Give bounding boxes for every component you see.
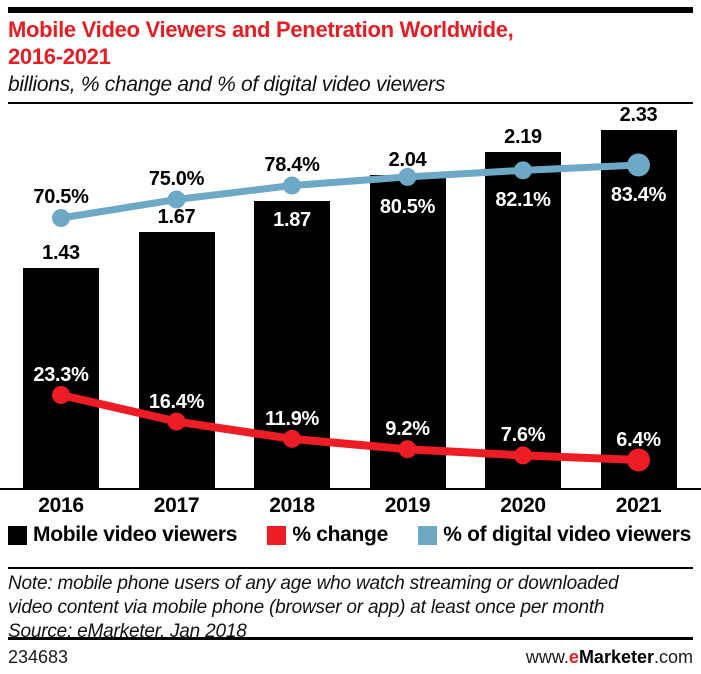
bar-value-2019: 2.04	[388, 148, 427, 171]
x-tick-2019: 2019	[384, 494, 431, 517]
pct-change-label-2016: 23.3%	[33, 364, 89, 386]
chart-title-line2: 2016-2021	[8, 44, 111, 69]
line-series-overlay	[52, 153, 650, 472]
penetration-label-2019: 80.5%	[379, 195, 436, 218]
footnote-line2: video content via mobile phone (browser …	[8, 597, 605, 618]
bar-2021	[600, 130, 677, 488]
pct-change-label-2019: 9.2%	[385, 418, 430, 441]
x-axis-line	[0, 488, 701, 490]
bar-value-2018: 1.87	[273, 208, 311, 231]
bar-value-2016: 1.43	[42, 242, 80, 265]
bar-2017	[138, 231, 215, 488]
url-e: e	[568, 646, 579, 667]
penetration-label-2020: 82.1%	[495, 189, 551, 212]
x-tick-2020: 2020	[500, 494, 546, 517]
bar-2016	[23, 268, 99, 488]
footer-row: 234683 www.eMarketer.com	[8, 646, 693, 668]
legend-item-1: % change	[267, 523, 388, 547]
legend-label-0: Mobile video viewers	[33, 523, 238, 546]
footnote: Note: mobile phone users of any age who …	[8, 572, 696, 644]
penetration-label-2018: 78.4%	[264, 153, 320, 176]
footer-divider	[8, 637, 693, 640]
chart-plot-area: 2016 1.43 2017 1.67 2018 1.87 2019 2.04 2020 2.19…	[0, 104, 701, 520]
chart-legend: Mobile video viewers % change % of digital…	[8, 522, 691, 548]
pct-change-line	[57, 391, 643, 464]
pct-change-label-2020: 7.6%	[500, 424, 546, 447]
legend-swatch-0	[8, 525, 27, 545]
legend-swatch-1	[267, 525, 287, 545]
digital-penetration-point-2018	[283, 176, 301, 195]
pct-change-point-2017	[167, 412, 186, 431]
legend-item-0: Mobile video viewers	[8, 523, 237, 547]
x-tick-2018: 2018	[269, 494, 315, 517]
pct-change-label-2018: 11.9%	[264, 407, 320, 430]
pct-change-point-2019	[398, 440, 417, 459]
legend-label-1: % change	[292, 523, 388, 546]
footnote-line1: Note: mobile phone users of any age who …	[8, 573, 619, 594]
legend-label-2: % of digital video viewers	[443, 523, 691, 546]
pct-change-point-2020	[514, 446, 532, 465]
chart-subtitle: billions, % change and % of digital vide…	[8, 73, 446, 96]
bar-2019	[369, 174, 446, 488]
digital-penetration-point-2019	[398, 167, 417, 186]
source-line: Source: eMarketer, Jan 2018	[8, 621, 247, 642]
pct-change-label-2017: 16.4%	[148, 390, 205, 413]
penetration-label-2021: 83.4%	[610, 183, 667, 206]
x-tick-2017: 2017	[153, 494, 200, 517]
emarketer-url: www.eMarketer.com	[526, 647, 693, 668]
bar-value-2020: 2.19	[504, 125, 542, 148]
url-marketer: Marketer	[578, 646, 654, 667]
chart-title: Mobile Video Viewers and Penetration Wor…	[8, 16, 693, 70]
bar-value-2017: 1.67	[157, 205, 196, 228]
top-black-bar	[8, 7, 693, 13]
digital-penetration-point-2016	[52, 209, 70, 227]
digital-penetration-line	[57, 161, 642, 222]
note-divider	[8, 567, 693, 569]
chart-id: 234683	[8, 646, 69, 667]
digital-penetration-point-2020	[514, 161, 532, 180]
pct-change-label-2021: 6.4%	[616, 428, 661, 451]
pct-change-point-2016	[52, 386, 70, 404]
legend-swatch-2	[418, 525, 438, 545]
bar-value-2021: 2.33	[619, 104, 658, 127]
legend-item-2: % of digital video viewers	[418, 523, 691, 547]
x-tick-2021: 2021	[615, 494, 662, 517]
url-com: .com	[653, 646, 693, 667]
bar-2020	[485, 151, 561, 488]
penetration-label-2016: 70.5%	[33, 186, 89, 208]
pct-change-point-2018	[283, 429, 301, 448]
pct-change-point-2021	[627, 448, 650, 472]
chart-title-line1: Mobile Video Viewers and Penetration Wor…	[8, 17, 514, 42]
digital-penetration-point-2017	[167, 190, 186, 209]
digital-penetration-point-2021	[627, 153, 650, 177]
header-divider	[8, 102, 693, 104]
x-tick-2016: 2016	[38, 494, 84, 517]
url-www: www.	[525, 646, 569, 667]
penetration-label-2017: 75.0%	[148, 167, 205, 190]
